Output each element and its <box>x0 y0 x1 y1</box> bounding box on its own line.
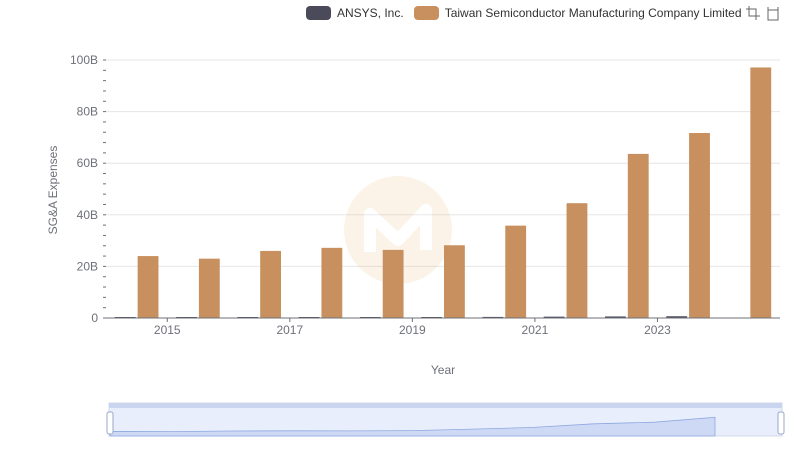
brand-logo-watermark <box>344 176 452 284</box>
legend-label-ansys: ANSYS, Inc. <box>337 6 404 20</box>
bar-ansys-2020[interactable] <box>482 316 504 318</box>
legend-item-ansys[interactable]: ANSYS, Inc. <box>306 6 404 20</box>
x-axis-title: Year <box>431 363 455 377</box>
bar-ansys-2023[interactable] <box>666 316 688 318</box>
bar-tsmc-2017[interactable] <box>321 247 343 318</box>
restore-zoom-icon[interactable] <box>765 5 781 21</box>
x-tick-label: 2017 <box>276 323 303 337</box>
chart-toolbox <box>745 5 785 21</box>
axes: 0 20B 40B 60B 80B 100B 2015 2017 2019 2021 2023 <box>70 53 780 337</box>
legend-label-tsmc: Taiwan Semiconductor Manufacturing Compa… <box>444 6 742 20</box>
bar-tsmc-2019[interactable] <box>444 245 465 318</box>
zoom-slider[interactable] <box>106 402 785 437</box>
y-tick-label: 80B <box>77 105 98 119</box>
legend-item-tsmc[interactable]: Taiwan Semiconductor Manufacturing Compa… <box>413 6 742 20</box>
bar-tsmc-2022[interactable] <box>627 153 649 318</box>
zoom-slider-right-handle[interactable] <box>777 411 785 435</box>
bar-tsmc-2024[interactable] <box>750 67 772 319</box>
legend-swatch-ansys <box>306 6 331 20</box>
legend-swatch-tsmc <box>413 6 439 20</box>
x-tick-label: 2019 <box>399 323 426 337</box>
bar-tsmc-2016[interactable] <box>260 250 282 318</box>
bar-tsmc-2015[interactable] <box>198 258 220 318</box>
y-axis-title: SG&A Expenses <box>46 146 60 235</box>
bar-ansys-2021[interactable] <box>543 316 565 318</box>
y-tick-label: 40B <box>77 208 98 222</box>
bar-tsmc-2021[interactable] <box>566 203 588 318</box>
zoom-icon[interactable] <box>745 5 761 21</box>
y-tick-label: 20B <box>77 259 98 273</box>
bars <box>114 67 772 319</box>
bar-tsmc-2014[interactable] <box>137 256 159 318</box>
zoom-slider-top-bar[interactable] <box>109 403 782 408</box>
y-tick-label: 100B <box>70 53 98 67</box>
bar-tsmc-2023[interactable] <box>689 133 710 318</box>
y-tick-label: 60B <box>77 156 98 170</box>
bar-tsmc-2020[interactable] <box>505 225 527 318</box>
bar-tsmc-2018[interactable] <box>382 249 404 318</box>
zoom-slider-data-shadow <box>109 416 716 437</box>
y-tick-label: 0 <box>91 311 98 325</box>
chart-legend: ANSYS, Inc. Taiwan Semiconductor Manufac… <box>306 3 752 23</box>
x-tick-label: 2015 <box>154 323 181 337</box>
x-tick-label: 2021 <box>522 323 549 337</box>
bar-ansys-2022[interactable] <box>604 316 626 318</box>
zoom-slider-left-handle[interactable] <box>106 411 114 435</box>
x-tick-label: 2023 <box>644 323 671 337</box>
